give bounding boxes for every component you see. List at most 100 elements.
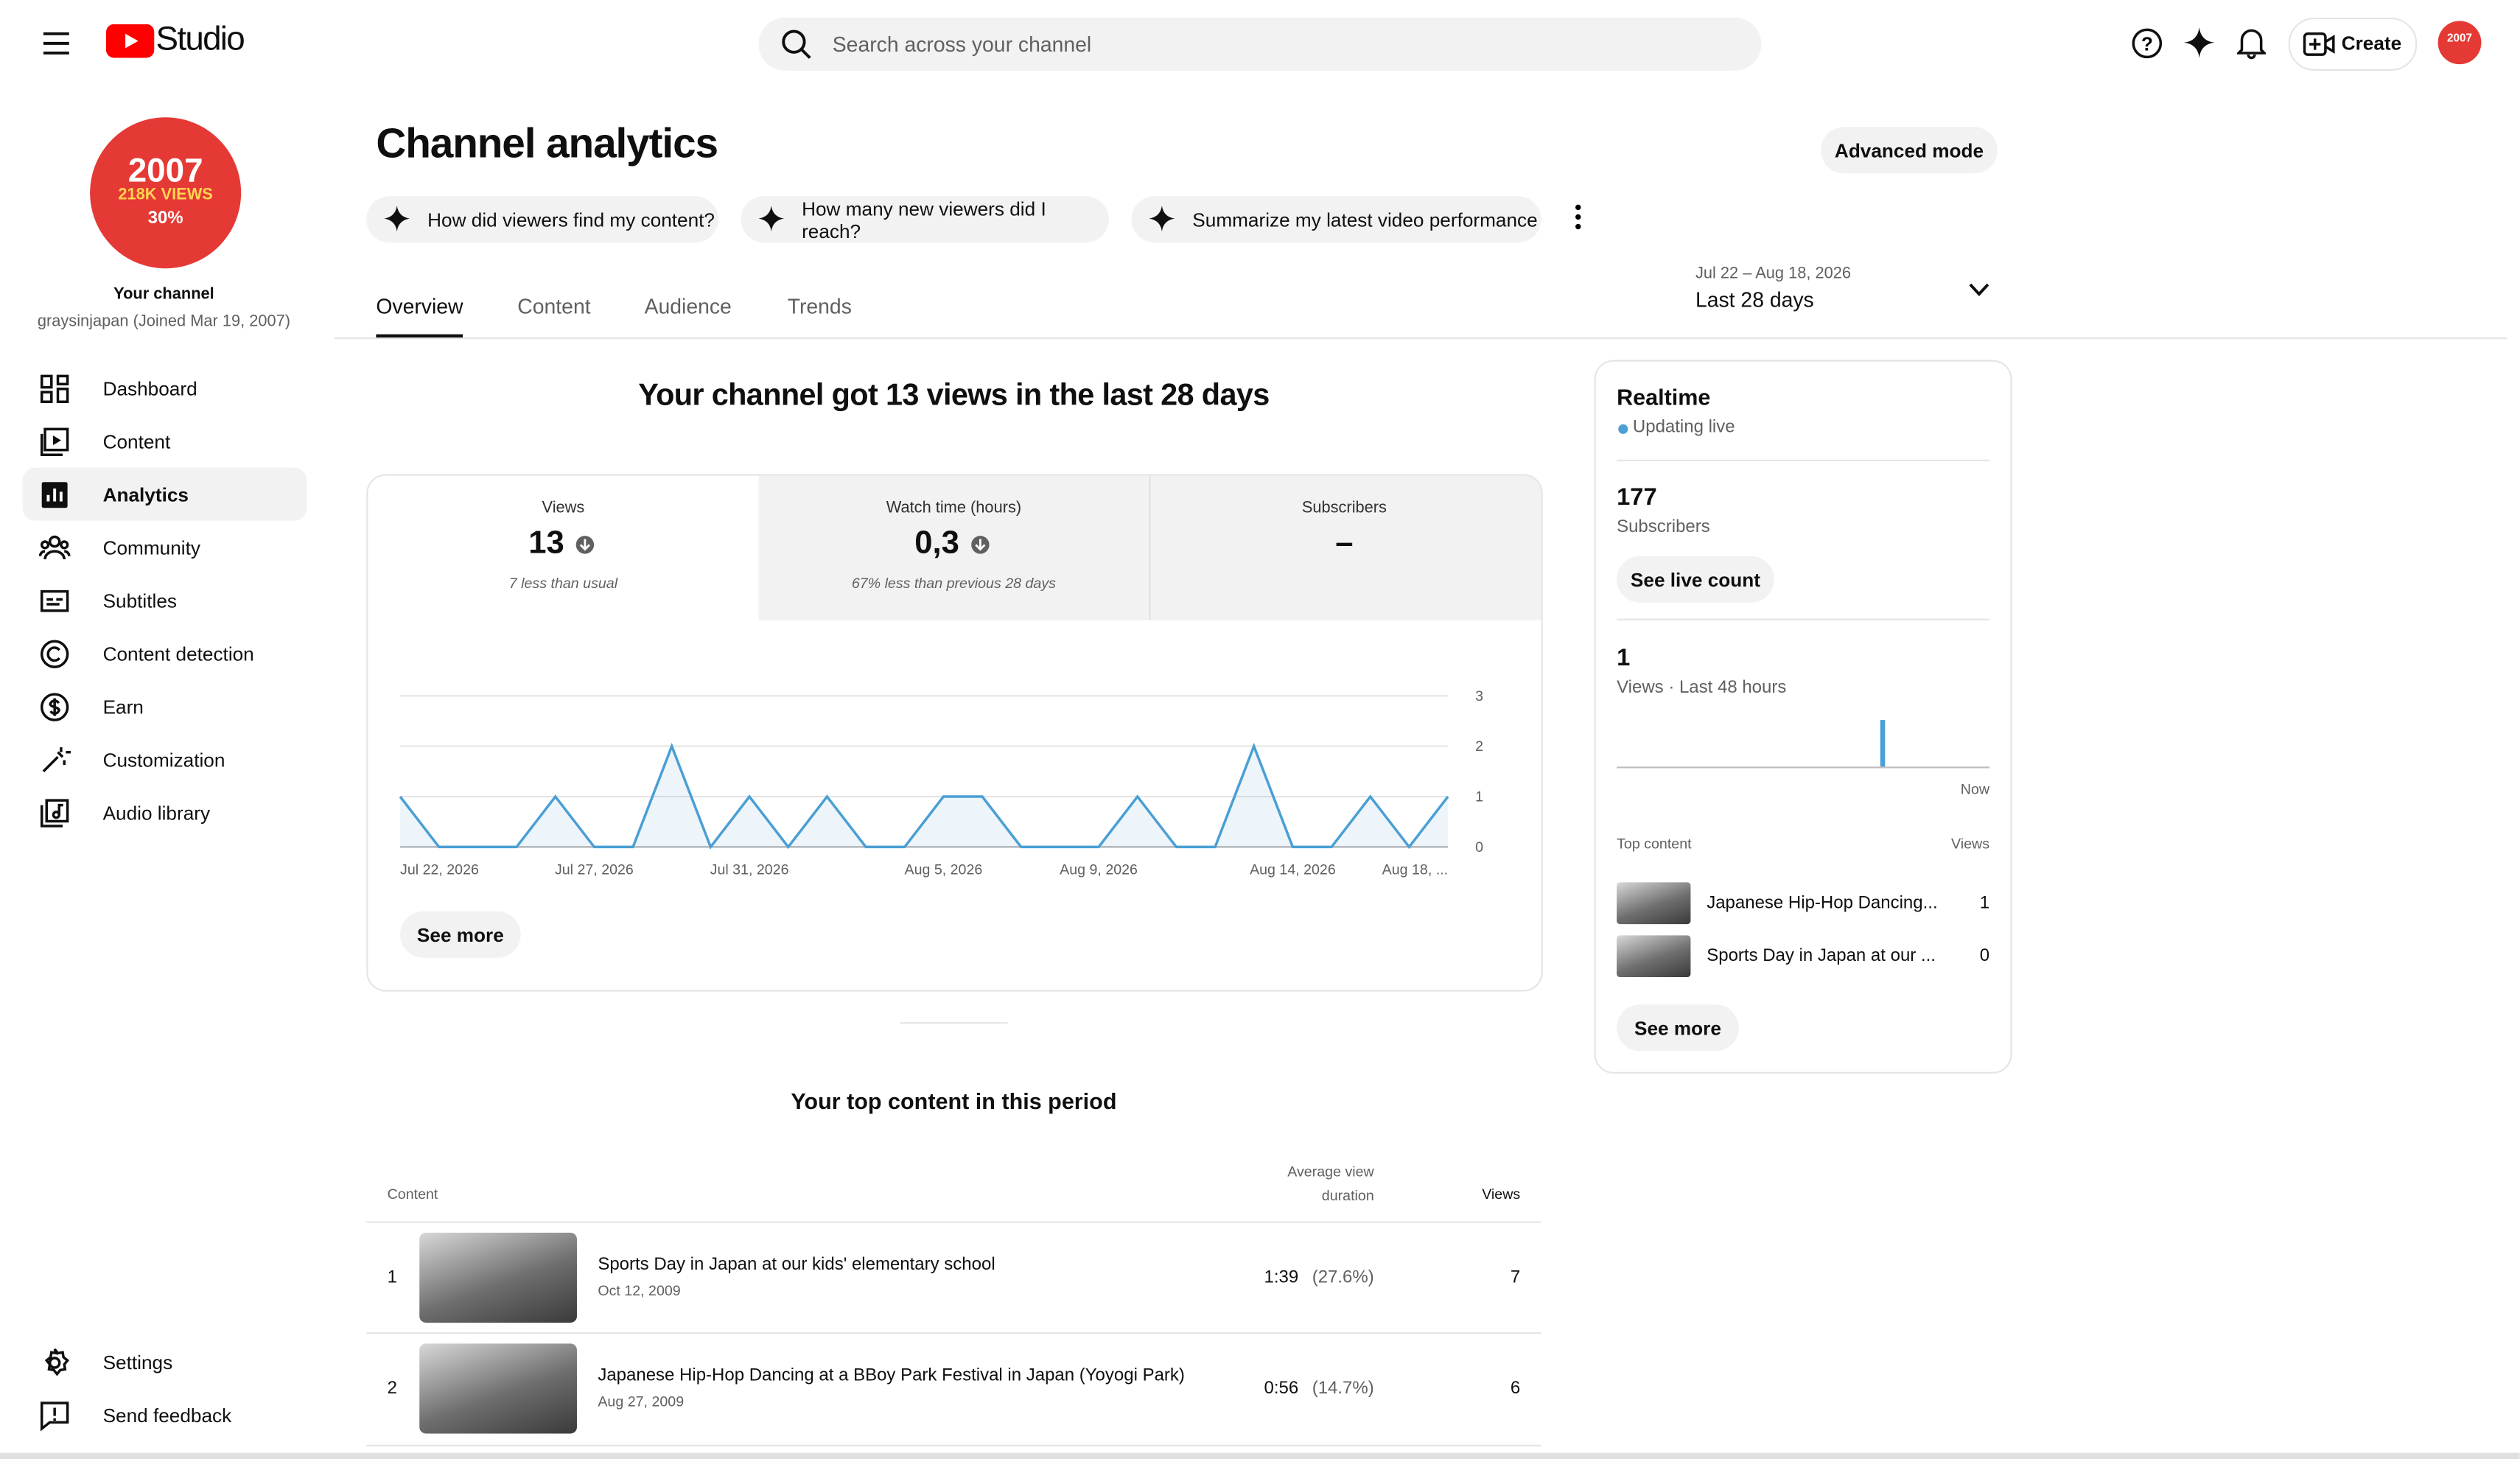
nav-label: Dashboard (102, 377, 197, 399)
nav-icon-shape (40, 539, 50, 549)
x-tick-label: Jul 22, 2026 (400, 861, 479, 878)
tab[interactable]: Audience (644, 294, 732, 318)
avg-duration: 1:39 (1264, 1267, 1299, 1287)
nav-label: Analytics (102, 483, 189, 505)
views-count: 1 (1617, 644, 1631, 672)
nav-icon (40, 798, 69, 827)
tab[interactable]: Overview (376, 294, 463, 318)
search-box[interactable]: Search across your channel (758, 17, 1762, 71)
ai-icon[interactable] (2183, 27, 2215, 58)
tab[interactable]: Trends (787, 294, 852, 318)
suggestion-label: Summarize my latest video performance (1192, 208, 1538, 231)
nav-item[interactable]: Send feedback (23, 1388, 307, 1441)
column-duration: Average view duration (1287, 1164, 1374, 1204)
nav-item[interactable]: Earn (23, 680, 307, 733)
badge-year: 2007 (127, 153, 203, 190)
nav-icon (41, 481, 68, 508)
item-title[interactable]: Japanese Hip-Hop Dancing... (1707, 893, 1938, 913)
nav-item[interactable]: Settings (23, 1335, 307, 1388)
item-title[interactable]: Sports Day in Japan at our ... (1707, 946, 1936, 966)
video-title[interactable]: Japanese Hip-Hop Dancing at a BBoy Park … (598, 1365, 1185, 1386)
trend-down-icon (970, 535, 990, 553)
help-icon[interactable]: ? (2131, 27, 2163, 60)
period-dropdown[interactable] (1969, 283, 1989, 298)
nav-icon (40, 1401, 69, 1431)
account-avatar[interactable]: 2007 (2437, 21, 2482, 65)
trend-down-icon-shape (975, 538, 986, 550)
views-label: Views · Last 48 hours (1617, 678, 1787, 698)
realtime-status: Updating live (1632, 418, 1735, 438)
video-title[interactable]: Sports Day in Japan at our kids' element… (598, 1255, 995, 1275)
thumbnail[interactable] (419, 1232, 577, 1323)
menu-icon[interactable] (42, 30, 71, 56)
nav-icon (44, 1347, 70, 1376)
x-tick-label: Aug 14, 2026 (1250, 861, 1336, 878)
sparkle-icon (384, 205, 410, 231)
suggestion-label: How many new viewers did I reach? (802, 197, 1046, 242)
thumbnail[interactable] (1617, 935, 1691, 978)
nav-icon-shape (52, 434, 61, 445)
sparkle-icon (1149, 205, 1175, 231)
nav-icon-shape (38, 549, 71, 559)
youtube-logo[interactable] (105, 24, 155, 58)
metric-label: Watch time (hours) (886, 500, 1022, 518)
tab[interactable]: Content (517, 294, 591, 318)
nav-icon-shape (45, 798, 69, 822)
metric-value-text: 0,3 (914, 525, 959, 561)
period: Last 28 days (1695, 287, 1814, 312)
nav-item[interactable]: Customization (23, 733, 307, 786)
top-content-title: Your top content in this period (791, 1088, 1117, 1114)
nav-item[interactable]: Subtitles (23, 574, 307, 627)
metric-note: 67% less than previous 28 days (851, 575, 1056, 592)
create-button[interactable]: Create (2288, 17, 2418, 71)
item-views: 0 (1979, 946, 1990, 966)
logo-text: Studio (155, 21, 245, 58)
metric-value-text: – (1335, 525, 1354, 561)
nav-icon-shape (40, 692, 69, 721)
more-icon[interactable] (1573, 204, 1583, 230)
suggestion-chip[interactable]: Summarize my latest video performance (1131, 196, 1541, 243)
nav-item[interactable]: Community (23, 521, 307, 574)
avg-duration: 0:56 (1264, 1379, 1299, 1399)
see-live-count-button[interactable]: See live count (1617, 556, 1774, 603)
metric-value: 13 (368, 525, 758, 562)
nav-icon-shape (40, 433, 63, 455)
subscribers-label: Subscribers (1617, 517, 1710, 537)
nav-label: Content detection (102, 642, 254, 665)
suggestion-chip[interactable]: How many new viewers did I reach? (741, 196, 1109, 243)
metric-label: Subscribers (1301, 500, 1387, 518)
metric-note: 7 less than usual (508, 575, 618, 592)
search-placeholder: Search across your channel (832, 32, 1092, 57)
nav-icon-shape (56, 386, 69, 402)
nav-item[interactable]: Dashboard (23, 362, 307, 415)
views-chart: 0 1 2 3 Jul 22, 2026 Jul 27, 2026 Jul 31, 2026… (399, 688, 1483, 878)
advanced-mode-button[interactable]: Advanced mode (1821, 127, 1998, 174)
nav-label: Subtitles (102, 589, 177, 612)
y-tick-label: 1 (1475, 789, 1483, 805)
nav-item[interactable]: Analytics (22, 467, 307, 521)
see-more-button[interactable]: See more (1617, 1004, 1739, 1052)
nav-icon-shape (42, 746, 71, 772)
nav-item[interactable]: Content detection (23, 627, 307, 680)
create-label: Create (2341, 32, 2402, 55)
channel-avatar[interactable]: 2007 218K VIEWS 30% (90, 117, 242, 269)
views-column: Views (1951, 836, 1990, 852)
nav-icon (40, 639, 69, 668)
divider (1617, 459, 1990, 461)
create-icon (2303, 32, 2335, 56)
now-label: Now (1960, 780, 1990, 797)
notifications-icon[interactable] (2236, 26, 2267, 60)
nav-icon-shape (43, 427, 69, 451)
video-date: Aug 27, 2009 (598, 1393, 685, 1410)
row-rank: 2 (387, 1379, 397, 1399)
thumbnail[interactable] (1617, 882, 1691, 925)
row-divider (366, 1444, 1541, 1446)
thumbnail[interactable] (419, 1343, 577, 1434)
suggestion-chip[interactable]: How did viewers find my content? (366, 196, 718, 243)
nav-icon-shape (40, 374, 53, 388)
live-dot (1618, 424, 1628, 434)
overview-card: Views 13 7 less than usual Watch time (hour… (366, 474, 1543, 992)
nav-item[interactable]: Content (23, 415, 307, 468)
see-more-button[interactable]: See more (400, 911, 521, 958)
nav-item[interactable]: Audio library (23, 786, 307, 839)
